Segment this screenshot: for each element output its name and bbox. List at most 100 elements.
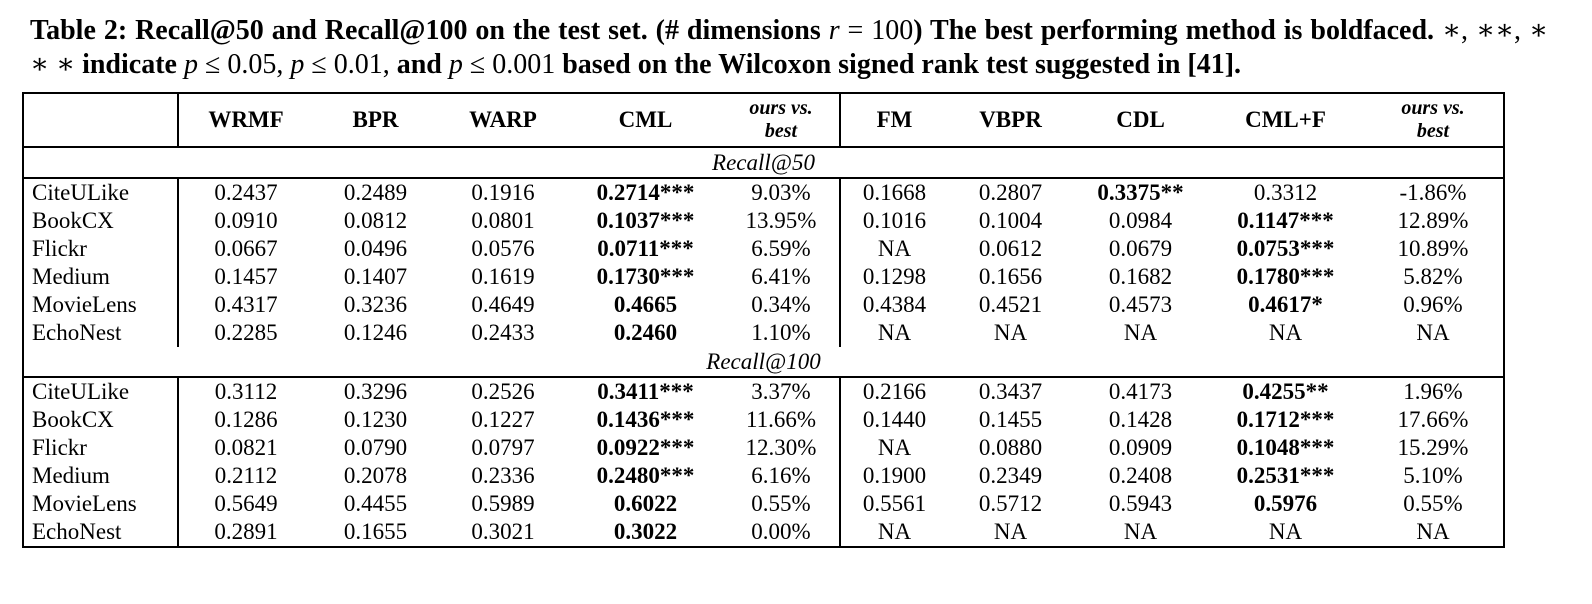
table-cell: 0.1916 — [471, 180, 535, 205]
table-cell: 0.1246 — [343, 320, 408, 345]
table-cell: 0.2489 — [343, 180, 408, 205]
caption-segment: ≤ 0.001 — [462, 49, 563, 80]
table-cell: 0.0880 — [978, 435, 1043, 460]
table-cell: 0.0812 — [343, 208, 408, 233]
table-row: EchoNest 0.2891 0.1655 0.3021 0.3022 0.00% NA N… — [23, 518, 1504, 547]
row-label: BookCX — [23, 207, 179, 235]
table-cell: NA — [877, 435, 912, 460]
section-band-row: Recall@100 — [23, 347, 1504, 378]
table-cell: 0.55% — [723, 490, 841, 518]
table-cell: 0.4665 — [613, 292, 678, 317]
table-cell: 0.3411*** — [597, 379, 694, 404]
table-cell: 0.55% — [1403, 491, 1463, 516]
table-cell: 0.2112 — [214, 463, 278, 488]
table-cell: 0.1286 — [214, 407, 278, 432]
table-cell: 0.3236 — [343, 292, 408, 317]
column-header-wrmf: WRMF — [178, 93, 313, 148]
table-cell: 5.10% — [1403, 463, 1463, 488]
table-cell: 0.2336 — [471, 463, 535, 488]
table-row: MovieLens 0.4317 0.3236 0.4649 0.4665 0.34% 0.… — [23, 291, 1504, 319]
caption-segment: = 100 — [839, 15, 914, 46]
table-cell: 0.1037*** — [596, 208, 695, 233]
table-cell: 0.2480*** — [596, 463, 695, 488]
table-cell: 0.4617* — [1248, 292, 1323, 317]
row-label: MovieLens — [23, 291, 179, 319]
table-cell: 15.29% — [1397, 435, 1469, 460]
row-label: EchoNest — [23, 518, 179, 547]
table-cell: 0.0711*** — [597, 236, 694, 261]
table-cell: 0.1440 — [862, 407, 927, 432]
table-cell: 0.1016 — [862, 208, 927, 233]
table-cell: 0.3312 — [1253, 180, 1318, 205]
column-header-cml: CML — [568, 93, 723, 148]
table-cell: NA — [877, 519, 912, 544]
caption-segment: r — [828, 15, 840, 46]
table-head: WRMF BPR WARP CML ours vs. best FM VBPR CDL CML+F… — [23, 93, 1504, 148]
table-cell: 3.37% — [723, 377, 841, 406]
row-label: MovieLens — [23, 490, 179, 518]
table-cell: 0.0790 — [343, 435, 408, 460]
caption-segment: ) The best performing method is boldface… — [913, 15, 1442, 46]
table-cell: 0.1780*** — [1236, 264, 1335, 289]
table-cell: 9.03% — [723, 178, 841, 207]
table-cell: 0.34% — [723, 291, 841, 319]
caption-segment: ∗, ∗∗, ∗ ∗ ∗ — [30, 15, 1549, 80]
table-cell: 0.1227 — [471, 407, 535, 432]
caption-segment: p — [183, 49, 198, 80]
table-cell: 6.41% — [723, 263, 841, 291]
section-title: Recall@100 — [23, 347, 1504, 378]
table-cell: NA — [877, 320, 912, 345]
caption-segment: p — [448, 49, 463, 80]
table-cell: 0.5649 — [214, 491, 278, 516]
table-cell: 0.3022 — [613, 519, 678, 544]
table-cell: 0.6022 — [613, 491, 678, 516]
table-cell: 0.0667 — [214, 236, 278, 261]
table-cell: 0.0496 — [343, 236, 408, 261]
table-cell: 0.0984 — [1108, 208, 1173, 233]
table-cell: 0.0612 — [978, 236, 1043, 261]
table-cell: 0.2714*** — [596, 180, 695, 205]
table-cell: 0.0821 — [214, 435, 278, 460]
table-cell: -1.86% — [1399, 180, 1467, 205]
table-row: MovieLens 0.5649 0.4455 0.5989 0.6022 0.55% 0.… — [23, 490, 1504, 518]
header-line: best — [1416, 120, 1450, 142]
row-label: Flickr — [23, 434, 179, 462]
table-cell: 0.2531*** — [1236, 463, 1335, 488]
table-cell: 0.0797 — [471, 435, 535, 460]
table-cell: 0.1147*** — [1237, 208, 1334, 233]
table-cell: 13.95% — [723, 207, 841, 235]
table-cell: 0.1048*** — [1236, 435, 1335, 460]
row-label: CiteULike — [23, 178, 179, 207]
table-cell: 0.2433 — [471, 320, 535, 345]
table-cell: 6.16% — [723, 462, 841, 490]
table-cell: 0.5712 — [978, 491, 1043, 516]
table-cell: 0.0801 — [471, 208, 535, 233]
section-title: Recall@50 — [23, 147, 1504, 179]
table-cell: 0.3112 — [214, 379, 278, 404]
row-label: BookCX — [23, 406, 179, 434]
header-line: best — [764, 120, 798, 142]
table-cell: 0.1230 — [343, 407, 408, 432]
caption-segment: based on the Wilcoxon signed rank test s… — [562, 49, 1242, 80]
table-cell: 0.3296 — [343, 379, 408, 404]
table-body: Recall@50 CiteULike 0.2437 0.2489 0.1916 0.27… — [23, 147, 1504, 547]
table-cell: 0.3021 — [471, 519, 535, 544]
table-cell: 0.5976 — [1253, 491, 1318, 516]
table-cell: 0.2807 — [978, 180, 1043, 205]
table-cell: NA — [1123, 519, 1158, 544]
table-cell: 11.66% — [723, 406, 841, 434]
table-row: BookCX 0.1286 0.1230 0.1227 0.1436*** 11.66% 0… — [23, 406, 1504, 434]
table-row: Flickr 0.0667 0.0496 0.0576 0.0711*** 6.59% NA… — [23, 235, 1504, 263]
table-cell: 0.0753*** — [1236, 236, 1335, 261]
row-label: Flickr — [23, 235, 179, 263]
table-cell: 0.1436*** — [596, 407, 695, 432]
table-cell: 0.4573 — [1108, 292, 1173, 317]
table-cell: 0.1298 — [862, 264, 927, 289]
table-cell: 0.4255** — [1242, 379, 1329, 404]
table-row: EchoNest 0.2285 0.1246 0.2433 0.2460 1.10% NA N… — [23, 319, 1504, 347]
table-cell: 0.4521 — [978, 292, 1043, 317]
table-cell: 0.1455 — [978, 407, 1043, 432]
table-cell: 0.1682 — [1108, 264, 1173, 289]
table-cell: 0.4317 — [214, 292, 278, 317]
